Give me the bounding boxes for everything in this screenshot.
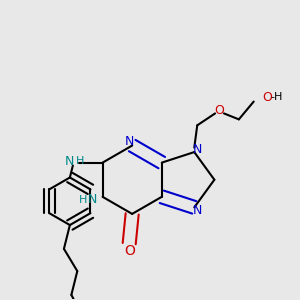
Text: H: H xyxy=(79,195,87,205)
Text: N: N xyxy=(193,142,202,156)
Text: N: N xyxy=(88,193,97,206)
Text: N: N xyxy=(124,136,134,148)
Text: O: O xyxy=(124,244,135,258)
Text: -H: -H xyxy=(271,92,283,102)
Text: O: O xyxy=(262,91,272,103)
Text: H: H xyxy=(76,156,85,166)
Text: N: N xyxy=(65,154,75,168)
Text: N: N xyxy=(193,204,202,217)
Text: O: O xyxy=(214,104,224,117)
